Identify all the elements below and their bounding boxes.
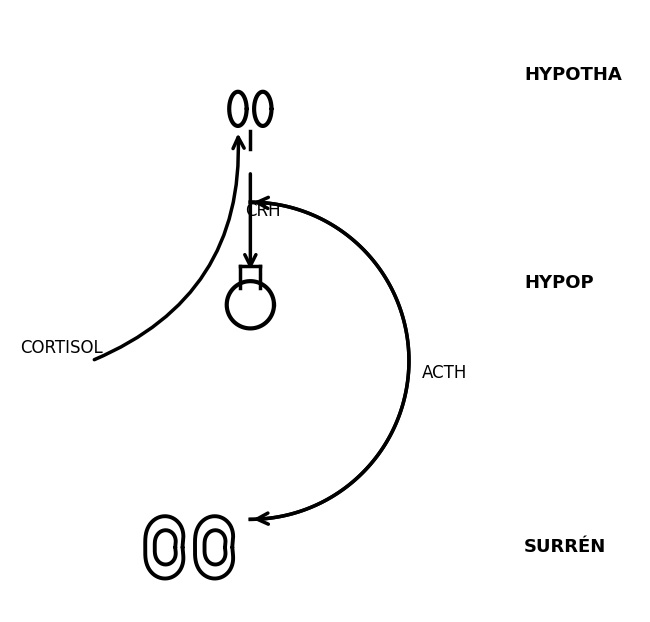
Text: HYPOP: HYPOP <box>524 274 593 292</box>
Text: CRH: CRH <box>245 202 281 220</box>
Text: SURRÉN: SURRÉN <box>524 539 606 556</box>
Text: HYPOTHA: HYPOTHA <box>524 66 622 83</box>
Text: CORTISOL: CORTISOL <box>20 340 103 357</box>
Text: ACTH: ACTH <box>421 364 467 382</box>
